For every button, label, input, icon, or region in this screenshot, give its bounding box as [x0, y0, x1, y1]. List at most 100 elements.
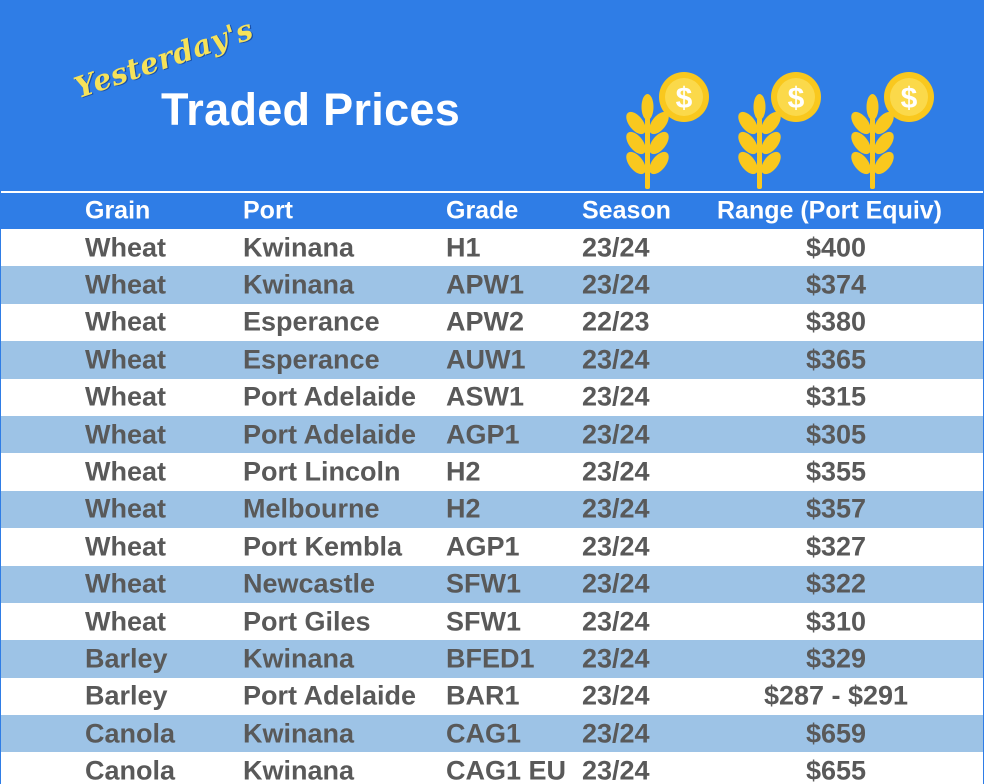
cell-port: Kwinana: [243, 643, 355, 674]
table-row: Wheat Kwinana APW1 23/24 $374: [1, 266, 983, 304]
banner: Yesterday's Traded Prices $: [1, 1, 983, 191]
cell-grain: Wheat: [85, 531, 166, 562]
cell-range: $287 - $291: [763, 680, 909, 711]
cell-port: Kwinana: [243, 232, 355, 263]
wheat-dollar-icon: $: [851, 72, 934, 189]
cell-grain: Canola: [85, 755, 176, 784]
cell-port: Port Adelaide: [243, 381, 417, 412]
cell-port: Newcastle: [243, 568, 376, 599]
table-row: Wheat Esperance APW2 22/23 $380: [1, 303, 983, 342]
table-row: Wheat Newcastle SFW1 23/24 $322: [1, 565, 983, 603]
table-row: Wheat Port Kembla AGP1 23/24 $327: [1, 528, 983, 566]
cell-season: 23/24: [582, 643, 650, 674]
cell-port: Port Kembla: [243, 531, 403, 562]
cell-range: $659: [805, 718, 867, 749]
cell-port: Esperance: [243, 344, 380, 375]
cell-range: $655: [805, 755, 867, 784]
column-header-grade: Grade: [446, 196, 519, 225]
table-row: Wheat Port Adelaide AGP1 23/24 $305: [1, 415, 983, 454]
cell-season: 23/24: [582, 381, 650, 412]
cell-port: Port Giles: [243, 606, 371, 637]
cell-grade: BAR1: [446, 680, 520, 711]
cell-grain: Wheat: [85, 493, 166, 524]
table-row: Wheat Port Giles SFW1 23/24 $310: [1, 602, 983, 641]
cell-range: $305: [805, 419, 867, 450]
cell-grain: Wheat: [85, 381, 166, 412]
cell-range: $357: [805, 493, 867, 524]
column-header-port: Port: [243, 196, 293, 225]
cell-season: 23/24: [582, 456, 650, 487]
cell-range: $365: [805, 344, 867, 375]
cell-grain: Wheat: [85, 306, 166, 337]
cell-grade: SFW1: [446, 606, 522, 637]
cell-grade: H1: [446, 232, 481, 263]
table-row: Wheat Port Lincoln H2 23/24 $355: [1, 453, 983, 491]
coin-dollar-sign: $: [901, 82, 918, 115]
cell-grade: APW2: [446, 306, 525, 337]
table-row: Barley Kwinana BFED1 23/24 $329: [1, 640, 983, 678]
cell-range: $310: [805, 606, 867, 637]
table-row: Wheat Port Adelaide ASW1 23/24 $315: [1, 378, 983, 416]
cell-port: Port Lincoln: [243, 456, 401, 487]
cell-season: 23/24: [582, 680, 650, 711]
cell-season: 22/23: [582, 306, 650, 337]
table-row: Canola Kwinana CAG1 23/24 $659: [1, 715, 983, 753]
coin-dollar-sign: $: [788, 82, 805, 115]
cell-season: 23/24: [582, 606, 650, 637]
cell-grade: APW1: [446, 269, 525, 300]
table-row: Barley Port Adelaide BAR1 23/24 $287 - $291: [1, 677, 983, 716]
cell-range: $327: [805, 531, 867, 562]
cell-range: $400: [805, 232, 867, 263]
cell-grain: Wheat: [85, 269, 166, 300]
cell-range: $315: [805, 381, 867, 412]
table-row: Wheat Esperance AUW1 23/24 $365: [1, 341, 983, 379]
table-header-row: Grain Port Grade Season Range (Port Equi…: [1, 193, 983, 229]
cell-grade: CAG1: [446, 718, 522, 749]
cell-port: Kwinana: [243, 269, 355, 300]
table-row: Canola Kwinana CAG1 EU 23/24 $655: [1, 752, 983, 784]
cell-range: $355: [805, 456, 867, 487]
column-header-range: Range (Port Equiv): [717, 196, 943, 225]
cell-season: 23/24: [582, 755, 650, 784]
column-header-season: Season: [582, 196, 671, 225]
cell-grade: SFW1: [446, 568, 522, 599]
cell-grade: AGP1: [446, 531, 520, 562]
column-header-grain: Grain: [85, 196, 151, 225]
wheat-dollar-icon: $: [626, 72, 709, 189]
table-body: Wheat Kwinana H1 23/24 $400 Wheat Kwinana APW1 2…: [1, 229, 983, 784]
cell-port: Port Adelaide: [243, 419, 417, 450]
cell-grain: Barley: [85, 680, 168, 711]
cell-season: 23/24: [582, 568, 650, 599]
cell-season: 23/24: [582, 493, 650, 524]
cell-range: $329: [805, 643, 867, 674]
header-divider: [1, 191, 983, 193]
cell-grade: AUW1: [446, 344, 526, 375]
cell-range: $322: [805, 568, 867, 599]
cell-grain: Wheat: [85, 232, 166, 263]
cell-port: Kwinana: [243, 718, 355, 749]
prices-table: Grain Port Grade Season Range (Port Equi…: [1, 191, 983, 784]
cell-range: $374: [805, 269, 867, 300]
cell-season: 23/24: [582, 531, 650, 562]
cell-grain: Canola: [85, 718, 176, 749]
cell-grade: BFED1: [446, 643, 535, 674]
cell-grain: Wheat: [85, 419, 166, 450]
cell-grade: H2: [446, 493, 481, 524]
cell-grain: Barley: [85, 643, 168, 674]
cell-season: 23/24: [582, 344, 650, 375]
cell-port: Port Adelaide: [243, 680, 417, 711]
cell-grain: Wheat: [85, 568, 166, 599]
cell-season: 23/24: [582, 419, 650, 450]
cell-grade: H2: [446, 456, 481, 487]
cell-grain: Wheat: [85, 456, 166, 487]
cell-season: 23/24: [582, 269, 650, 300]
cell-grade: ASW1: [446, 381, 525, 412]
cell-season: 23/24: [582, 718, 650, 749]
cell-grain: Wheat: [85, 606, 166, 637]
coin-dollar-sign: $: [676, 82, 693, 115]
cell-range: $380: [805, 306, 867, 337]
cell-grade: CAG1 EU: [446, 755, 567, 784]
wheat-dollar-icon: $: [738, 72, 821, 189]
cell-grade: AGP1: [446, 419, 520, 450]
